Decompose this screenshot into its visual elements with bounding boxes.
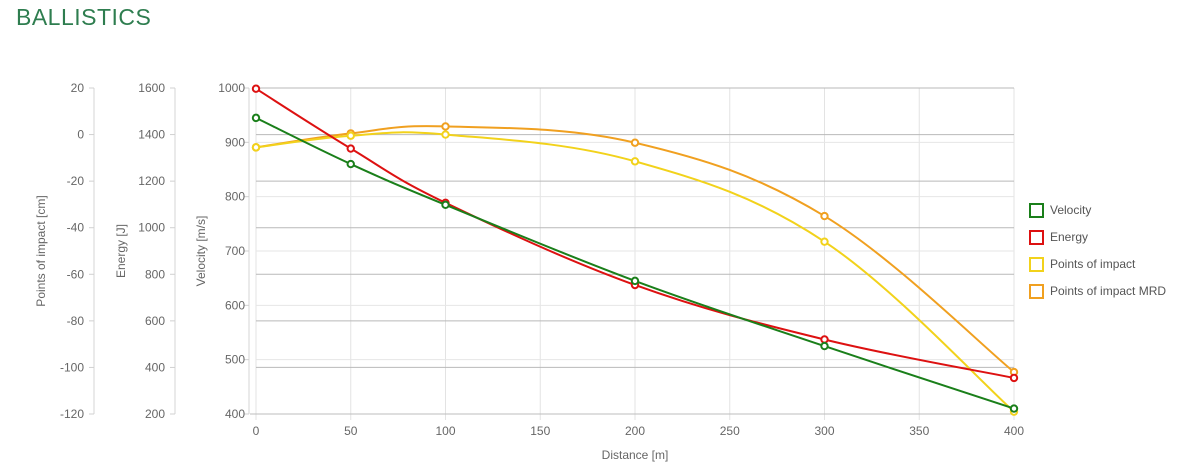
x-tick-label: 200 xyxy=(625,424,645,438)
points-of-impact-point xyxy=(251,143,261,152)
velocity-tick-label: 900 xyxy=(225,135,245,149)
velocity-tick-label: 600 xyxy=(225,298,245,312)
points-of-impact-point xyxy=(346,131,355,140)
points-of-impact-legend-swatch xyxy=(1029,257,1044,272)
energy-point xyxy=(346,144,355,153)
energy-tick-label: 1200 xyxy=(138,174,165,188)
poi-tick-label: -20 xyxy=(67,174,85,188)
poi-tick-label: -40 xyxy=(67,221,85,235)
energy-point xyxy=(1009,373,1019,383)
grid-lines xyxy=(255,87,1015,420)
velocity-legend-label: Velocity xyxy=(1050,203,1091,217)
velocity-tick-label: 500 xyxy=(225,353,245,367)
x-tick-label: 100 xyxy=(435,424,455,438)
series-lines xyxy=(251,84,1019,416)
poi-tick-label: 20 xyxy=(71,81,85,95)
energy-tick-label: 800 xyxy=(145,267,165,281)
energy-tick-label: 200 xyxy=(145,407,165,421)
energy-legend-swatch xyxy=(1029,230,1044,245)
x-tick-label: 50 xyxy=(344,424,358,438)
velocity-point xyxy=(630,276,640,286)
velocity-point xyxy=(1009,404,1019,413)
energy-point xyxy=(820,335,829,344)
poi-tick-label: -100 xyxy=(60,360,84,374)
velocity-tick-label: 1000 xyxy=(218,81,245,95)
velocity-point xyxy=(820,341,829,351)
x-tick-label: 150 xyxy=(530,424,550,438)
points-of-impact-legend-label: Points of impact xyxy=(1050,257,1136,271)
energy-tick-label: 1000 xyxy=(138,221,165,235)
energy-axis-label: Energy [J] xyxy=(114,224,128,278)
energy-tick-label: 1400 xyxy=(138,128,165,142)
velocity-legend-swatch xyxy=(1029,203,1044,218)
points-of-impact-mrd-legend-swatch xyxy=(1029,284,1044,299)
velocity-tick-label: 800 xyxy=(225,190,245,204)
energy-tick-label: 400 xyxy=(145,360,165,374)
points-of-impact-point xyxy=(441,130,450,139)
x-tick-label: 250 xyxy=(720,424,740,438)
poi-tick-label: -80 xyxy=(67,314,85,328)
energy-legend-label: Energy xyxy=(1050,230,1088,244)
poi-axis-label: Points of impact [cm] xyxy=(34,195,48,306)
points-of-impact-mrd-point xyxy=(630,138,640,147)
velocity-point xyxy=(251,113,261,123)
energy-tick-label: 1600 xyxy=(138,81,165,95)
x-axis-label: Distance [m] xyxy=(602,448,669,462)
poi-tick-label: -60 xyxy=(67,267,85,281)
points-of-impact-mrd-point xyxy=(820,211,829,221)
velocity-point xyxy=(346,159,355,169)
x-tick-label: 350 xyxy=(909,424,929,438)
poi-tick-label: 0 xyxy=(77,128,84,142)
poi-tick-label: -120 xyxy=(60,407,84,421)
points-of-impact-point xyxy=(820,237,829,246)
page-title: BALLISTICS xyxy=(16,4,152,30)
x-tick-label: 400 xyxy=(1004,424,1024,438)
energy-point xyxy=(251,84,261,93)
velocity-axis-label: Velocity [m/s] xyxy=(194,216,208,287)
legend: Velocity Energy Points of impact Points of … xyxy=(1029,203,1166,299)
x-tick-label: 300 xyxy=(814,424,834,438)
x-tick-label: 0 xyxy=(253,424,260,438)
velocity-tick-label: 700 xyxy=(225,244,245,258)
points-of-impact-mrd-point xyxy=(441,122,450,131)
points-of-impact-mrd-legend-label: Points of impact MRD xyxy=(1050,284,1166,298)
velocity-tick-label: 400 xyxy=(225,407,245,421)
points-of-impact-point xyxy=(630,157,640,166)
energy-tick-label: 600 xyxy=(145,314,165,328)
velocity-point xyxy=(441,200,450,210)
